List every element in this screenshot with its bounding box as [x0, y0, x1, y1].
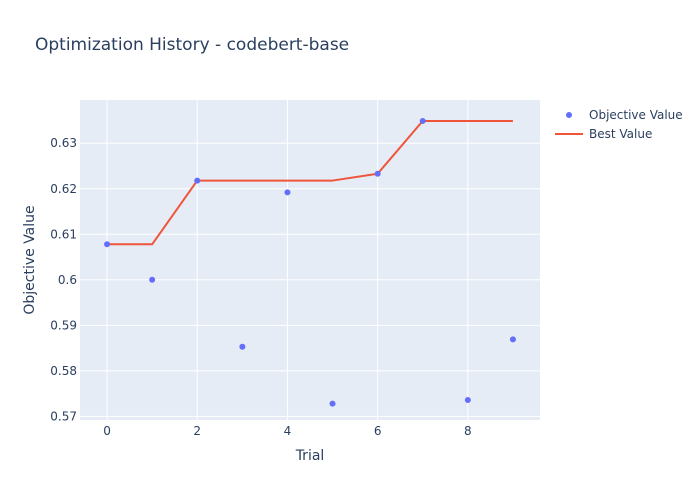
- y-tick-label: 0.58: [50, 364, 77, 378]
- objective-value-point[interactable]: [149, 276, 156, 283]
- y-gridlines: [80, 142, 540, 417]
- x-axis-title: Trial: [295, 448, 325, 464]
- y-tick-label: 0.57: [50, 409, 77, 423]
- x-tick-label: 2: [193, 424, 201, 438]
- legend-label: Best Value: [589, 127, 652, 141]
- objective-value-point[interactable]: [194, 177, 201, 184]
- y-tick-label: 0.61: [50, 227, 77, 241]
- x-tick-label: 6: [374, 424, 382, 438]
- y-tick-labels: 0.57 0.58 0.59 0.6 0.61 0.62 0.63: [50, 136, 77, 423]
- x-tick-label: 0: [103, 424, 111, 438]
- chart-title: Optimization History - codebert-base: [35, 35, 349, 55]
- y-tick-label: 0.63: [50, 136, 77, 150]
- x-gridlines: [106, 100, 469, 420]
- y-tick-label: 0.62: [50, 182, 77, 196]
- legend[interactable]: Objective Value Best Value: [555, 108, 683, 141]
- series-layer: [104, 117, 516, 407]
- objective-value-point[interactable]: [329, 400, 336, 407]
- x-tick-label: 4: [284, 424, 292, 438]
- legend-label: Objective Value: [589, 108, 683, 122]
- y-axis-title: Objective Value: [22, 205, 38, 314]
- objective-value-point[interactable]: [509, 336, 516, 343]
- legend-item-objective-value[interactable]: Objective Value: [566, 108, 683, 122]
- legend-marker-symbol: [566, 112, 572, 118]
- objective-value-point[interactable]: [464, 396, 471, 403]
- objective-value-point[interactable]: [419, 117, 426, 124]
- legend-item-best-value[interactable]: Best Value: [555, 127, 652, 141]
- y-tick-label: 0.59: [50, 318, 77, 332]
- objective-value-point[interactable]: [284, 189, 291, 196]
- best-value-line[interactable]: [107, 119, 513, 246]
- x-tick-labels: 0 2 4 6 8: [103, 424, 471, 438]
- objective-value-point[interactable]: [104, 241, 111, 248]
- y-tick-label: 0.6: [58, 273, 77, 287]
- objective-value-point[interactable]: [374, 170, 381, 177]
- x-tick-label: 8: [464, 424, 472, 438]
- objective-value-point[interactable]: [239, 343, 246, 350]
- plot-area: [80, 100, 540, 420]
